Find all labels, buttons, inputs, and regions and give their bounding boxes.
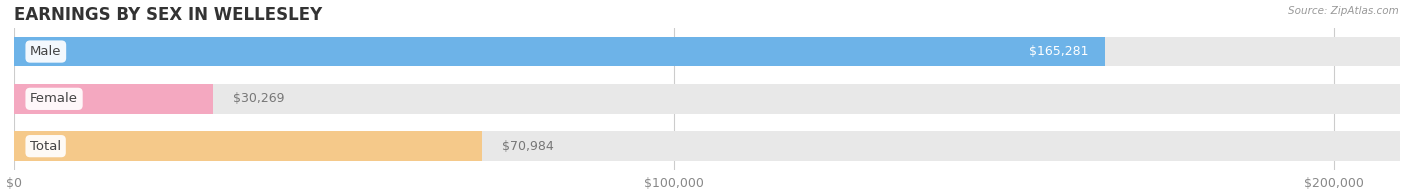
Bar <box>14 132 482 161</box>
Bar <box>14 37 1105 66</box>
Text: $165,281: $165,281 <box>1029 45 1088 58</box>
Bar <box>14 84 214 113</box>
Text: EARNINGS BY SEX IN WELLESLEY: EARNINGS BY SEX IN WELLESLEY <box>14 5 322 24</box>
Bar <box>14 84 1400 113</box>
Text: $70,984: $70,984 <box>502 140 554 153</box>
Bar <box>14 37 1400 66</box>
Text: Source: ZipAtlas.com: Source: ZipAtlas.com <box>1288 6 1399 16</box>
Text: Total: Total <box>30 140 62 153</box>
Bar <box>14 132 1400 161</box>
Text: Female: Female <box>30 92 79 105</box>
Text: Male: Male <box>30 45 62 58</box>
Text: $30,269: $30,269 <box>233 92 285 105</box>
